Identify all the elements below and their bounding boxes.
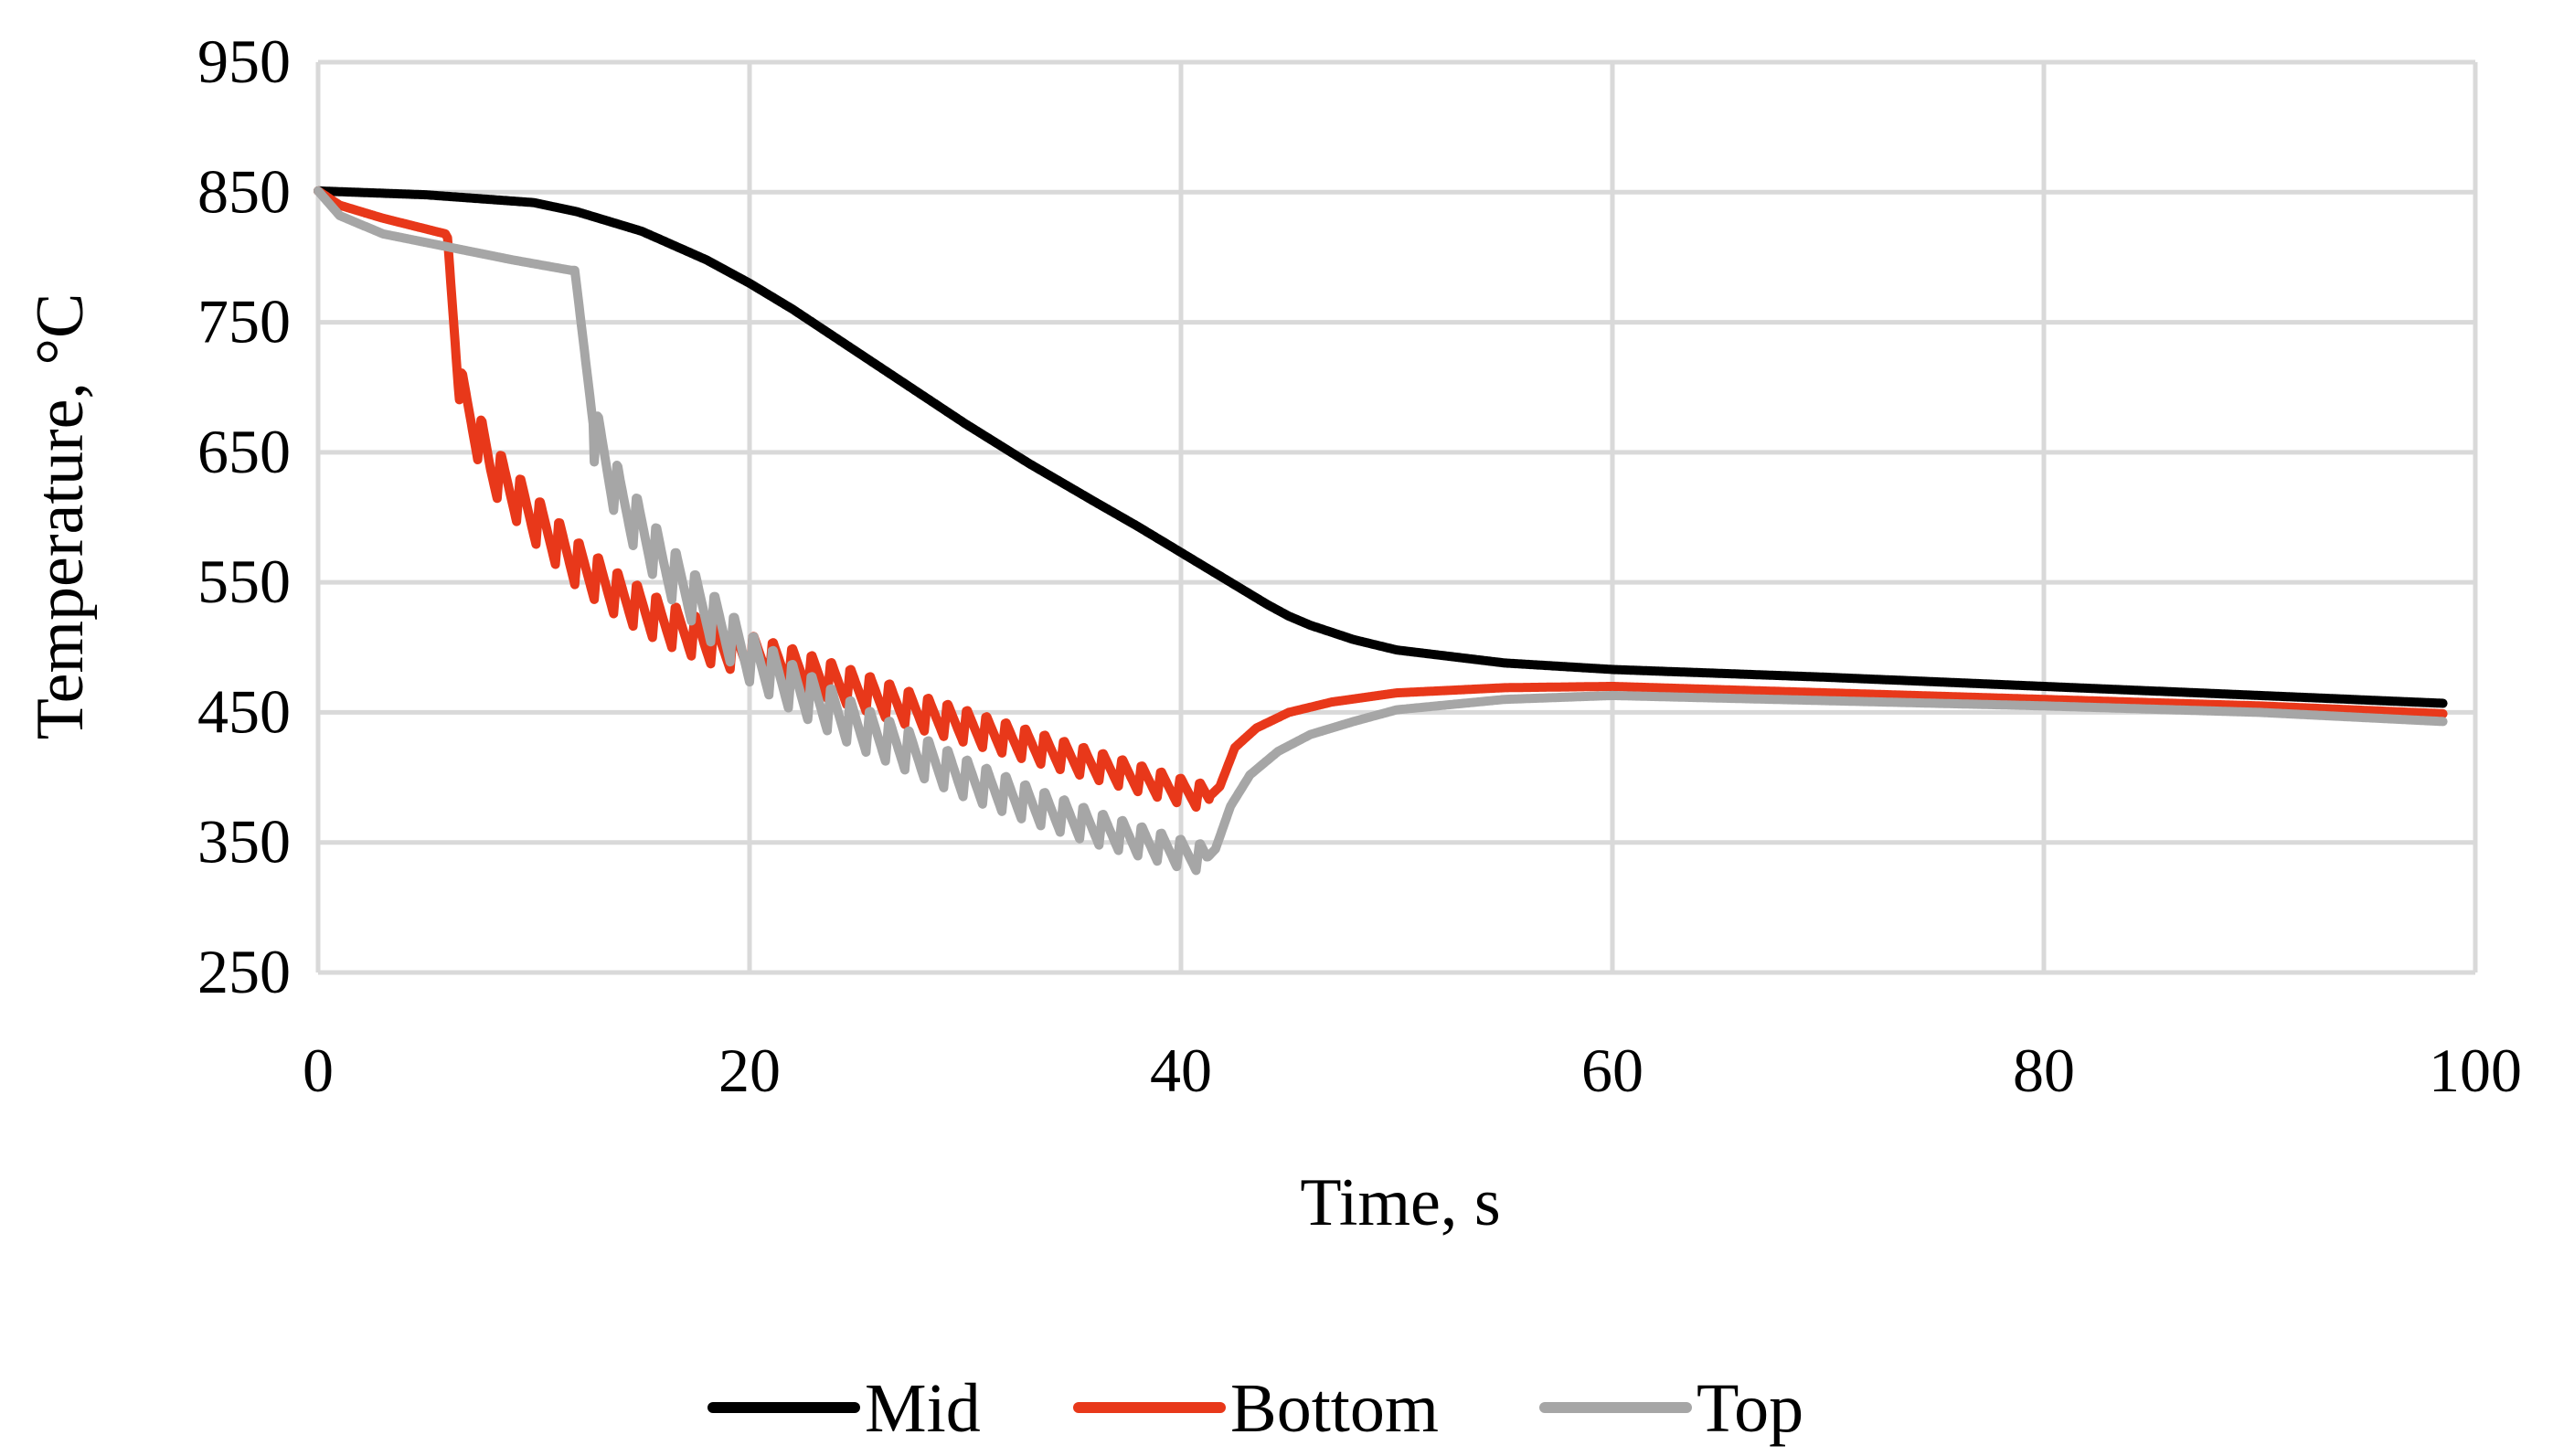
x-tick-label-0: 0 xyxy=(303,1036,334,1105)
legend: Mid Bottom Top xyxy=(707,1370,1803,1447)
series-line-bottom xyxy=(314,186,2448,813)
x-tick-label-100: 100 xyxy=(2429,1036,2522,1105)
legend-label-mid: Mid xyxy=(865,1370,981,1447)
series-lines xyxy=(314,186,2448,876)
y-tick-label-350: 350 xyxy=(197,807,291,877)
y-tick-label-650: 650 xyxy=(197,417,291,486)
x-tick-label-20: 20 xyxy=(718,1036,781,1105)
x-tick-label-80: 80 xyxy=(2013,1036,2075,1105)
y-axis-title: Temperature, °C xyxy=(23,293,98,740)
x-axis-title: Time, s xyxy=(1300,1165,1500,1240)
y-axis-ticks: 250 350 450 550 650 750 850 950 xyxy=(197,27,291,1006)
y-tick-label-550: 550 xyxy=(197,547,291,616)
legend-label-top: Top xyxy=(1697,1370,1803,1447)
series-line-top xyxy=(314,186,2448,876)
y-tick-label-250: 250 xyxy=(197,937,291,1006)
x-axis-ticks: 0 20 40 60 80 100 xyxy=(303,1036,2522,1105)
y-tick-label-850: 850 xyxy=(197,156,291,226)
x-tick-label-60: 60 xyxy=(1581,1036,1643,1105)
y-tick-label-750: 750 xyxy=(197,287,291,356)
y-tick-label-950: 950 xyxy=(197,27,291,96)
legend-label-bottom: Bottom xyxy=(1230,1370,1439,1447)
y-tick-label-450: 450 xyxy=(197,676,291,746)
x-tick-label-40: 40 xyxy=(1150,1036,1212,1105)
series-line-mid xyxy=(314,186,2448,708)
